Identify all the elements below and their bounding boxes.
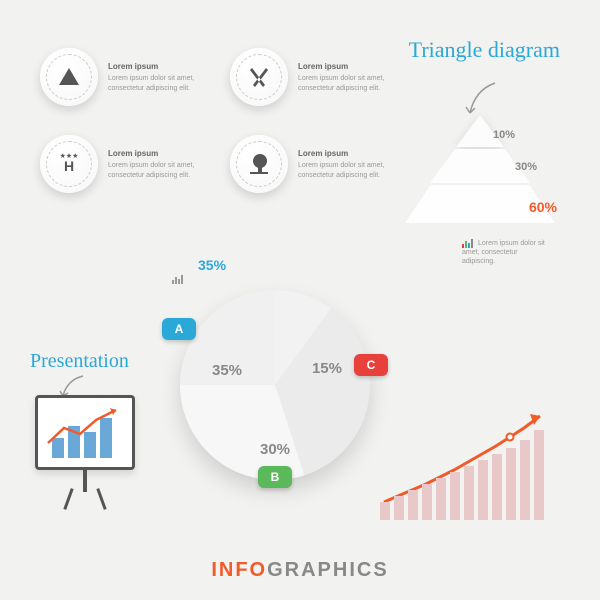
feature-tent: Lorem ipsum Lorem ipsum dolor sit amet, … <box>40 48 203 106</box>
pie-pct-c: 15% <box>312 360 342 377</box>
tri-pct-2: 30% <box>515 161 537 173</box>
growth-bar <box>380 502 390 520</box>
growth-bar <box>394 496 404 520</box>
feature-title: Lorem ipsum <box>298 61 393 72</box>
growth-bar <box>506 448 516 520</box>
growth-bar <box>422 484 432 520</box>
growth-bar <box>478 460 488 520</box>
footer-right: GRAPHICS <box>267 559 389 581</box>
svg-text:H: H <box>64 158 74 174</box>
feature-title: Lorem ipsum <box>298 148 393 159</box>
growth-bar <box>464 466 474 520</box>
triangle-caption: Lorem ipsum dolor sit amet, consectetur … <box>462 238 552 266</box>
pie-pct-b: 30% <box>260 441 290 458</box>
tent-icon <box>40 48 98 106</box>
feature-title: Lorem ipsum <box>108 61 203 72</box>
triangle-label: Triangle diagram <box>409 40 560 60</box>
feature-body: Lorem ipsum dolor sit amet, consectetur … <box>108 161 203 181</box>
footer-left: INFO <box>211 559 267 581</box>
growth-bar <box>534 430 544 520</box>
feature-body: Lorem ipsum dolor sit amet, consectetur … <box>298 74 393 94</box>
growth-chart <box>380 410 550 520</box>
growth-bar <box>450 472 460 520</box>
pie-tab-b: B <box>258 466 292 488</box>
tri-pct-1: 10% <box>493 129 515 141</box>
feature-food: Lorem ipsum Lorem ipsum dolor sit amet, … <box>230 48 393 106</box>
mini-chart-icon <box>172 274 183 284</box>
pie-chart: A B C 35% 30% 15% <box>180 290 370 480</box>
growth-bar <box>408 490 418 520</box>
svg-text:★★★: ★★★ <box>60 152 79 160</box>
presentation-label: Presentation <box>30 350 129 373</box>
footer-title: INFOGRAPHICS <box>0 559 600 582</box>
mini-chart-icon <box>462 238 473 248</box>
growth-bar <box>436 478 446 520</box>
feature-tree: Lorem ipsum Lorem ipsum dolor sit amet, … <box>230 135 393 193</box>
hotel-icon: H★★★ <box>40 135 98 193</box>
feature-body: Lorem ipsum dolor sit amet, consectetur … <box>108 74 203 94</box>
presentation-board <box>35 395 135 470</box>
pie-tab-c: C <box>354 354 388 376</box>
pie-callout-pct: 35% <box>198 257 226 273</box>
tree-icon <box>230 135 288 193</box>
growth-bar <box>520 440 530 520</box>
pie-tab-a: A <box>162 318 196 340</box>
growth-bar <box>492 454 502 520</box>
feature-title: Lorem ipsum <box>108 148 203 159</box>
pie-pct-a: 35% <box>212 362 242 379</box>
food-icon <box>230 48 288 106</box>
presentation-legs <box>62 488 108 508</box>
tri-pct-3: 60% <box>529 199 557 215</box>
pie-callout-caption <box>172 274 232 284</box>
feature-hotel: H★★★ Lorem ipsum Lorem ipsum dolor sit a… <box>40 135 203 193</box>
feature-body: Lorem ipsum dolor sit amet, consectetur … <box>298 161 393 181</box>
triangle-diagram: 10% 30% 60% <box>405 115 555 225</box>
